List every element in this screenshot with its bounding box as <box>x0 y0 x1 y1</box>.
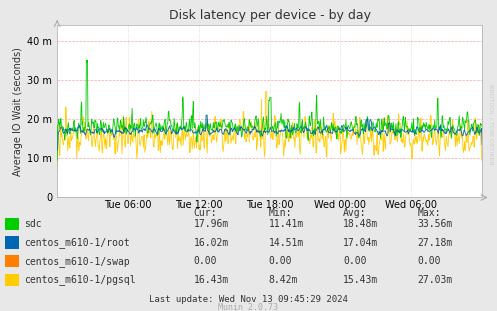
Text: Min:: Min: <box>268 208 292 218</box>
Text: 0.00: 0.00 <box>268 256 292 266</box>
Text: 0.00: 0.00 <box>194 256 217 266</box>
Text: 0.00: 0.00 <box>343 256 366 266</box>
Y-axis label: Average IO Wait (seconds): Average IO Wait (seconds) <box>13 47 23 176</box>
Text: 33.56m: 33.56m <box>417 219 453 229</box>
Title: Disk latency per device - by day: Disk latency per device - by day <box>168 9 371 22</box>
Text: 15.43m: 15.43m <box>343 275 378 285</box>
Text: 27.03m: 27.03m <box>417 275 453 285</box>
Text: 14.51m: 14.51m <box>268 238 304 248</box>
Text: centos_m610-1/pgsql: centos_m610-1/pgsql <box>24 274 136 285</box>
Text: 17.04m: 17.04m <box>343 238 378 248</box>
Text: Last update: Wed Nov 13 09:45:29 2024: Last update: Wed Nov 13 09:45:29 2024 <box>149 295 348 304</box>
Text: 16.43m: 16.43m <box>194 275 229 285</box>
Text: 18.48m: 18.48m <box>343 219 378 229</box>
Text: 17.96m: 17.96m <box>194 219 229 229</box>
Text: centos_m610-1/swap: centos_m610-1/swap <box>24 256 130 267</box>
Text: centos_m610-1/root: centos_m610-1/root <box>24 237 130 248</box>
Text: Cur:: Cur: <box>194 208 217 218</box>
Text: 16.02m: 16.02m <box>194 238 229 248</box>
Text: sdc: sdc <box>24 219 41 229</box>
Text: 27.18m: 27.18m <box>417 238 453 248</box>
Text: Avg:: Avg: <box>343 208 366 218</box>
Text: Munin 2.0.73: Munin 2.0.73 <box>219 304 278 311</box>
Text: Max:: Max: <box>417 208 441 218</box>
Text: RRDTOOL / TOBI OETIKER: RRDTOOL / TOBI OETIKER <box>489 84 494 165</box>
Text: 11.41m: 11.41m <box>268 219 304 229</box>
Text: 8.42m: 8.42m <box>268 275 298 285</box>
Text: 0.00: 0.00 <box>417 256 441 266</box>
